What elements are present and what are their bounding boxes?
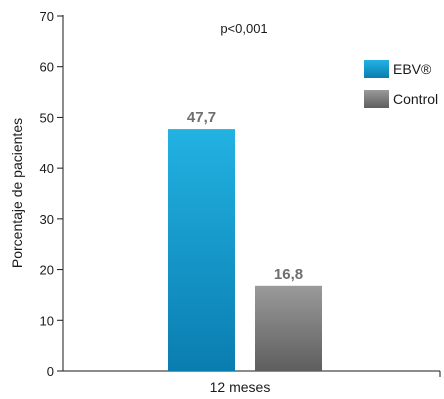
- bar-control: [255, 285, 322, 371]
- p-value-annotation: p<0,001: [220, 21, 267, 36]
- legend-swatch-ebv: [364, 60, 389, 78]
- y-tick-label: 30: [40, 212, 54, 227]
- legend-label-control: Control: [393, 91, 438, 107]
- y-tick-label: 40: [40, 161, 54, 176]
- y-tick-label: 70: [40, 9, 54, 24]
- y-axis-ticks: 0 10 20 30 40 50 60 70: [40, 9, 63, 379]
- bar-value-label: 16,8: [274, 266, 303, 283]
- y-tick-label: 10: [40, 313, 54, 328]
- y-tick-label: 0: [47, 364, 54, 379]
- y-tick-label: 50: [40, 110, 54, 125]
- legend: EBV® Control: [364, 60, 438, 108]
- bar-ebv: [168, 129, 235, 371]
- legend-label-ebv: EBV®: [393, 61, 432, 77]
- y-tick-label: 60: [40, 60, 54, 75]
- category-label: 12 meses: [210, 379, 271, 395]
- y-axis-title: Porcentaje de pacientes: [9, 118, 25, 268]
- bars-group: 47,7 16,8: [168, 109, 322, 371]
- legend-swatch-control: [364, 90, 389, 108]
- y-tick-label: 20: [40, 263, 54, 278]
- bar-value-label: 47,7: [187, 109, 216, 126]
